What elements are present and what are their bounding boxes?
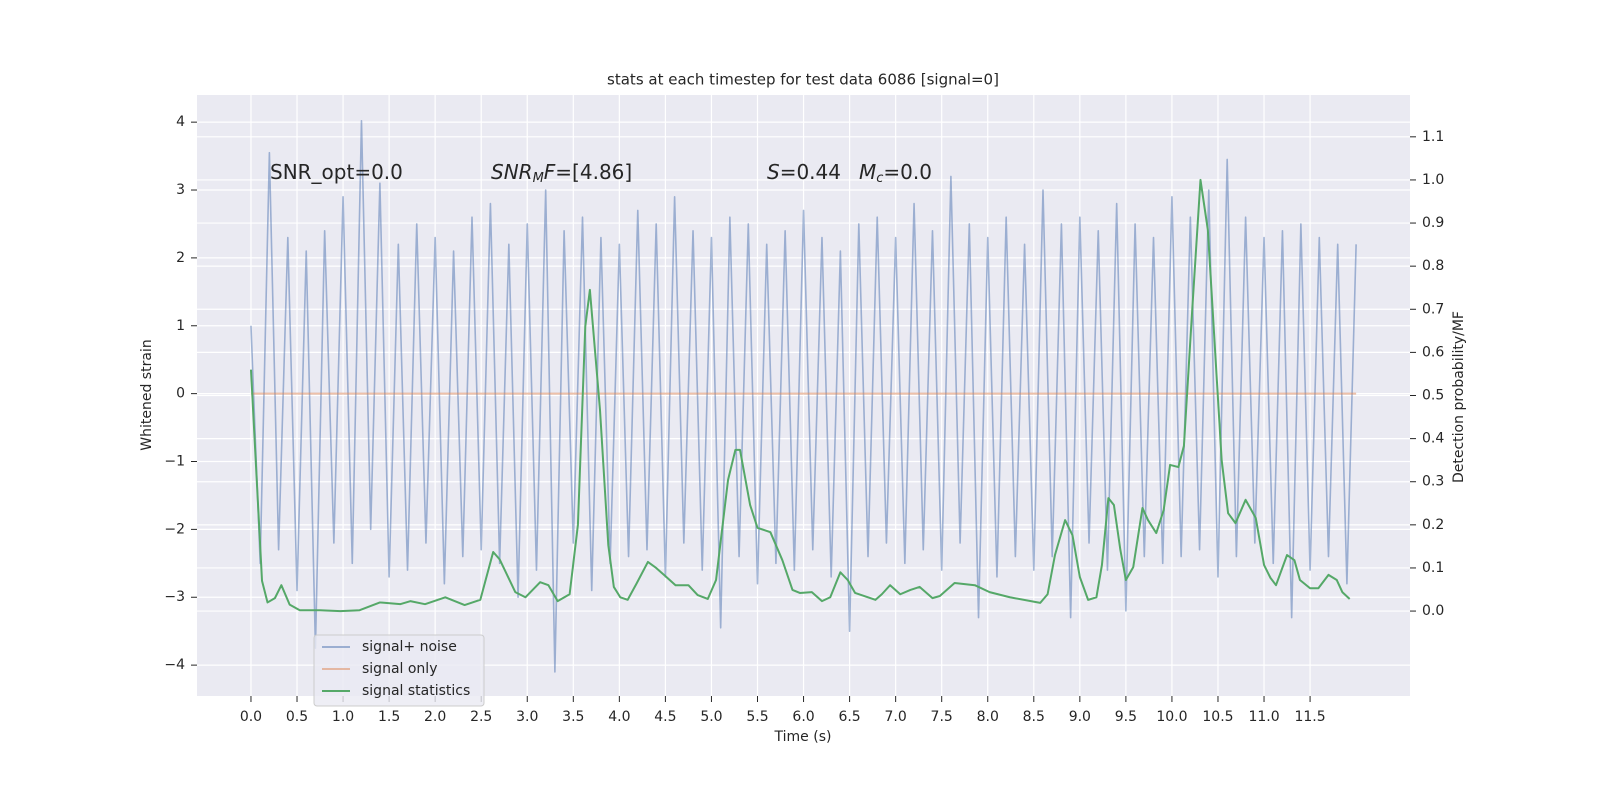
x-tick-label: 10.5 — [1202, 709, 1233, 725]
y-tick-label: 0 — [176, 386, 185, 402]
x-tick-label: 5.0 — [700, 709, 722, 725]
x-tick-label: 6.0 — [792, 709, 814, 725]
y2-tick-label: 0.9 — [1422, 215, 1444, 231]
x-tick-label: 2.0 — [424, 709, 446, 725]
x-tick-label: 1.0 — [332, 709, 354, 725]
x-tick-label: 0.5 — [286, 709, 308, 725]
y2-tick-label: 1.1 — [1422, 129, 1444, 145]
annotation-text: =[4.86] — [555, 160, 632, 184]
ticks: 0.0 0.5 1.0 1.5 2.0 2.5 3.0 3.5 4.0 4.5 5.0 5.5 6.0 6… — [164, 114, 1444, 725]
series-line — [250, 119, 1357, 673]
x-tick-label: 10.0 — [1156, 709, 1187, 725]
x-tick-label: 3.5 — [562, 709, 584, 725]
x-tick-label: 8.0 — [977, 709, 999, 725]
x-tick-label: 6.5 — [838, 709, 860, 725]
y-tick-label: −1 — [164, 454, 185, 470]
x-tick-label: 7.0 — [885, 709, 907, 725]
legend-label: signal+ noise — [362, 639, 457, 655]
y2-tick-label: 0.8 — [1422, 258, 1444, 274]
annotation-text: M — [859, 160, 876, 184]
x-tick-label: 11.0 — [1248, 709, 1279, 725]
legend-label: signal statistics — [362, 683, 470, 699]
y-tick-label: 2 — [176, 250, 185, 266]
y2-tick-label: 0.7 — [1422, 301, 1444, 317]
annotation: SNR_opt=0.0 — [270, 160, 403, 184]
y2-tick-label: 0.1 — [1422, 560, 1444, 576]
y-axis-label: Whitened strain — [139, 339, 155, 450]
legend-label: signal only — [362, 661, 437, 677]
x-tick-label: 2.5 — [470, 709, 492, 725]
legend-box — [313, 634, 485, 707]
x-tick-label: 0.0 — [240, 709, 262, 725]
y2-tick-label: 0.4 — [1422, 431, 1444, 447]
x-tick-label: 1.5 — [378, 709, 400, 725]
x-tick-label: 3.0 — [516, 709, 538, 725]
annotation-text: =0.44 — [780, 160, 841, 184]
marks — [249, 119, 1357, 673]
annotation-subscript: M — [533, 171, 544, 186]
y-tick-label: 4 — [176, 114, 185, 130]
y2-tick-label: 0.3 — [1422, 474, 1444, 490]
annotation-text: SNR_opt=0.0 — [270, 160, 403, 184]
x-tick-label: 9.0 — [1069, 709, 1091, 725]
y2-tick-label: 1.0 — [1422, 172, 1444, 188]
annotation-text: F — [544, 160, 556, 184]
y2-tick-label: 0.5 — [1422, 388, 1444, 404]
annotation-text: SNR — [491, 160, 533, 184]
chart-title: stats at each timestep for test data 608… — [607, 71, 999, 89]
annotation: S=0.44 Mc=0.0 — [767, 160, 932, 186]
y-tick-label: −4 — [164, 657, 185, 673]
x-tick-label: 8.5 — [1023, 709, 1045, 725]
y2-tick-label: 0.0 — [1422, 603, 1444, 619]
y-tick-label: 1 — [176, 318, 185, 334]
annotation-subscript: c — [876, 171, 883, 186]
legend: signal+ noise signal only signal statistic… — [313, 634, 485, 707]
y2-tick-label: 0.6 — [1422, 344, 1444, 360]
y-tick-label: 3 — [176, 182, 185, 198]
annotation: SNRMF=[4.86] — [491, 160, 632, 186]
x-tick-label: 4.0 — [608, 709, 630, 725]
x-tick-label: 11.5 — [1294, 709, 1325, 725]
series-line — [249, 178, 1351, 613]
x-tick-label: 4.5 — [654, 709, 676, 725]
y-tick-label: −3 — [164, 589, 185, 605]
annotation-text: =0.0 — [883, 160, 932, 184]
y2-tick-label: 0.2 — [1422, 517, 1444, 533]
x-tick-label: 7.5 — [931, 709, 953, 725]
x-tick-label: 9.5 — [1115, 709, 1137, 725]
x-tick-label: 5.5 — [746, 709, 768, 725]
y-tick-label: −2 — [164, 521, 185, 537]
y2-axis-label: Detection probability/MF — [1451, 311, 1467, 483]
annotation-text: S — [767, 160, 780, 184]
x-axis-label: Time (s) — [774, 729, 832, 745]
